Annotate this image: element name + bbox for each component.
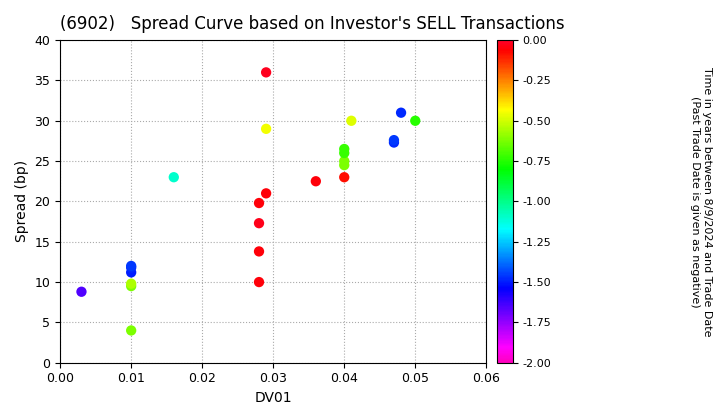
Point [168, 174, 179, 181]
Point [253, 248, 265, 255]
Y-axis label: Spread (bp): Spread (bp) [15, 160, 29, 242]
Point [125, 283, 137, 289]
Point [261, 126, 272, 132]
Point [261, 190, 272, 197]
Point [125, 327, 137, 334]
Point [125, 262, 137, 269]
Point [338, 146, 350, 152]
Point [338, 162, 350, 168]
Point [261, 69, 272, 76]
Point [346, 118, 357, 124]
Point [338, 150, 350, 156]
Point [125, 269, 137, 276]
Point [395, 109, 407, 116]
X-axis label: DV01: DV01 [254, 391, 292, 405]
Point [388, 139, 400, 146]
Point [410, 118, 421, 124]
Point [125, 280, 137, 287]
Point [388, 137, 400, 144]
Text: (6902)   Spread Curve based on Investor's SELL Transactions: (6902) Spread Curve based on Investor's … [60, 15, 564, 33]
Point [76, 289, 87, 295]
Point [253, 200, 265, 206]
Point [338, 174, 350, 181]
Y-axis label: Time in years between 8/9/2024 and Trade Date
(Past Trade Date is given as negat: Time in years between 8/9/2024 and Trade… [690, 67, 711, 336]
Point [125, 264, 137, 271]
Point [310, 178, 322, 185]
Point [253, 279, 265, 286]
Point [338, 158, 350, 165]
Point [253, 220, 265, 226]
